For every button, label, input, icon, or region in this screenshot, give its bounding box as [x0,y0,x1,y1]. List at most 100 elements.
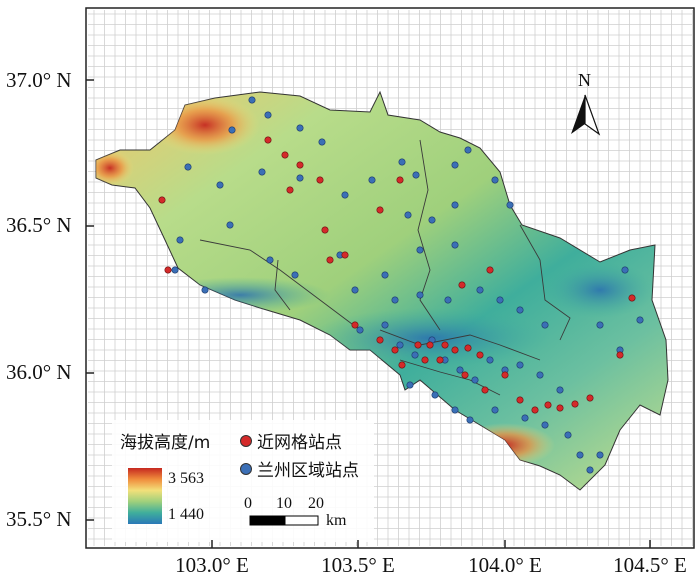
scale-tick-10: 10 [276,495,292,512]
lanzhou-station-marker [506,201,514,209]
lat-label-37: 37.0° N [6,68,72,92]
lanzhou-station-marker [398,158,406,166]
near-grid-station-marker [476,351,484,359]
north-arrow-icon [571,94,601,136]
lanzhou-station-marker [412,171,420,179]
lanzhou-station-marker [428,216,436,224]
lanzhou-station-marker [556,386,564,394]
scale-bar [249,515,319,526]
lanzhou-station-marker [636,316,644,324]
lanzhou-station-marker [356,326,364,334]
lanzhou-station-marker [171,266,179,274]
near-grid-station-marker [164,266,172,274]
near-grid-station-marker [544,401,552,409]
near-grid-station-marker [481,386,489,394]
lanzhou-station-marker [586,466,594,474]
lanzhou-station-marker [176,236,184,244]
near-grid-station-marker [486,266,494,274]
near-grid-station-label: 近网格站点 [257,433,342,453]
near-grid-station-marker [281,151,289,159]
lanzhou-station-marker [491,176,499,184]
lanzhou-station-marker [466,416,474,424]
near-grid-station-marker [586,394,594,402]
near-grid-station-marker [451,346,459,354]
lanzhou-station-marker [264,111,272,119]
lat-label-35-5: 35.5° N [6,507,72,531]
lanzhou-station-marker [291,271,299,279]
lanzhou-station-marker [226,221,234,229]
near-grid-station-marker [556,404,564,412]
lanzhou-station-marker [368,176,376,184]
lanzhou-station-marker [184,163,192,171]
legend-lanzhou-station: 兰州区域站点 [240,456,359,481]
near-grid-station-marker [264,136,272,144]
lanzhou-station-marker [228,126,236,134]
low-elevation-east [545,262,655,318]
lanzhou-station-marker [248,96,256,104]
near-grid-station-marker [436,356,444,364]
lanzhou-station-marker [536,371,544,379]
near-grid-station-marker [458,281,466,289]
lanzhou-station-marker [431,391,439,399]
lanzhou-station-marker [396,341,404,349]
scale-unit: km [326,512,347,529]
near-grid-station-marker [341,251,349,259]
lanzhou-station-label: 兰州区域站点 [257,461,359,481]
lanzhou-station-marker [416,291,424,299]
lat-label-36: 36.0° N [6,360,72,384]
near-grid-station-marker [571,400,579,408]
lanzhou-station-marker [516,361,524,369]
lanzhou-station-icon [240,462,252,475]
lanzhou-station-marker [621,266,629,274]
lanzhou-station-marker [318,138,326,146]
lanzhou-station-marker [416,246,424,254]
lanzhou-station-marker [486,356,494,364]
lanzhou-station-marker [456,366,464,374]
scale-tick-0: 0 [244,495,252,512]
near-grid-station-marker [351,321,359,329]
near-grid-station-marker [326,256,334,264]
lanzhou-station-marker [391,296,399,304]
near-grid-station-marker [441,341,449,349]
near-grid-station-marker [158,196,166,204]
near-grid-station-marker [426,341,434,349]
near-grid-station-marker [531,406,539,414]
district-boundaries [199,139,571,396]
station-points [158,96,644,474]
near-grid-station-marker [316,176,324,184]
near-grid-station-marker [628,294,636,302]
near-grid-station-marker [321,226,329,234]
near-grid-station-marker [516,396,524,404]
near-grid-station-marker [376,206,384,214]
near-grid-station-marker [398,361,406,369]
lanzhou-station-marker [266,256,274,264]
near-grid-station-marker [501,371,509,379]
lat-label-36-5: 36.5° N [6,213,72,237]
lon-label-104: 104.0° E [468,553,542,577]
near-grid-station-marker [391,346,399,354]
lanzhou-station-marker [406,381,414,389]
lanzhou-station-marker [411,351,419,359]
lanzhou-station-marker [296,124,304,132]
lanzhou-station-marker [444,296,452,304]
lanzhou-station-marker [201,286,209,294]
lanzhou-station-marker [521,414,529,422]
lanzhou-station-marker [451,406,459,414]
lanzhou-station-marker [516,306,524,314]
lanzhou-station-marker [564,431,572,439]
near-grid-station-marker [461,371,469,379]
lanzhou-station-marker [351,286,359,294]
lanzhou-station-marker [258,168,266,176]
lanzhou-station-marker [596,321,604,329]
lanzhou-station-marker [541,321,549,329]
lanzhou-station-marker [471,376,479,384]
lon-label-103: 103.0° E [175,553,249,577]
near-grid-station-marker [616,351,624,359]
lanzhou-station-marker [491,406,499,414]
north-arrow-label: N [578,70,591,90]
lanzhou-station-marker [451,161,459,169]
lanzhou-station-marker [451,241,459,249]
lanzhou-station-marker [381,271,389,279]
near-grid-station-marker [464,344,472,352]
lon-label-104-5: 104.5° E [613,553,687,577]
